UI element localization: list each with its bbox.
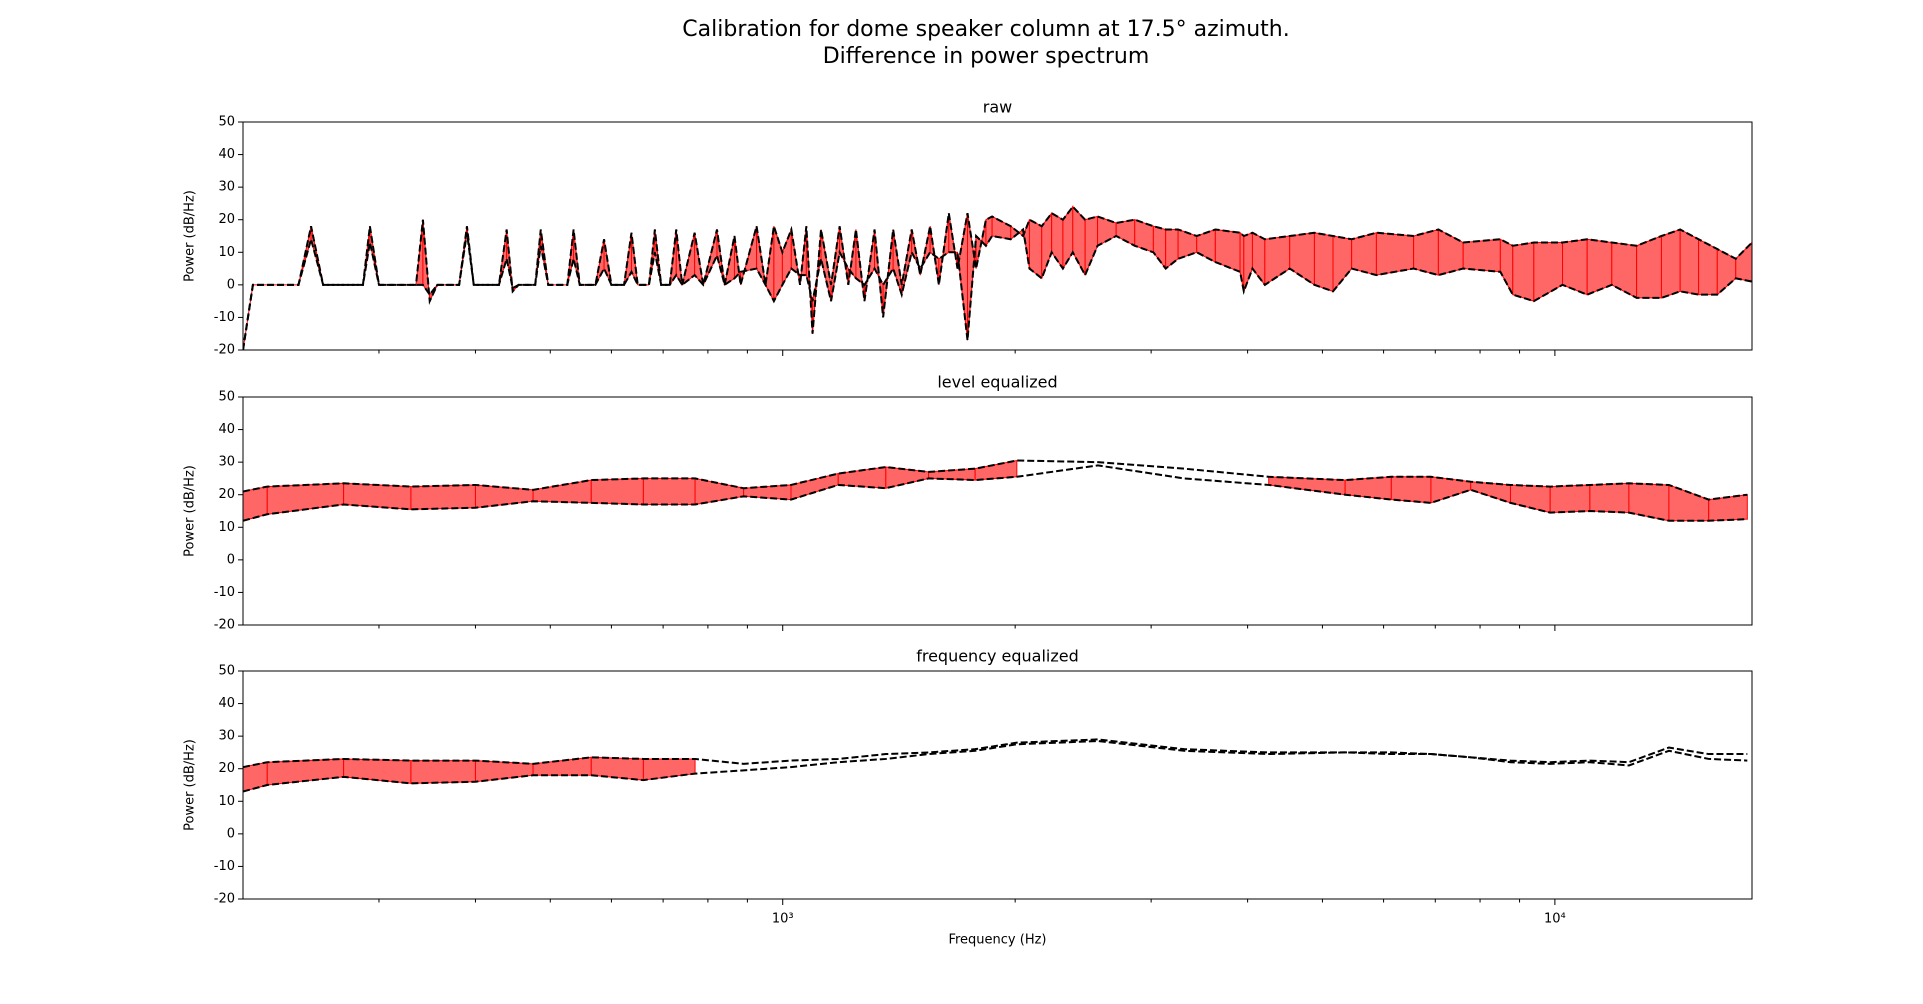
fill-between bbox=[1375, 232, 1415, 276]
series-line bbox=[243, 740, 1748, 793]
fill-between bbox=[410, 484, 476, 510]
fill-between bbox=[956, 213, 968, 341]
fill-between bbox=[948, 213, 958, 269]
fill-between bbox=[1430, 476, 1472, 504]
fill-between bbox=[694, 477, 745, 506]
subplot: -20 -10 0 10 20 30 40 50 raw Power (dB/Hz) bbox=[183, 98, 1753, 358]
y-tick-label: 40 bbox=[218, 147, 235, 162]
y-axis-label: Power (dB/Hz) bbox=[183, 465, 198, 557]
fill-between bbox=[1636, 235, 1662, 299]
fill-between bbox=[1628, 482, 1670, 522]
fill-between bbox=[566, 229, 575, 285]
subplot: -20 -10 0 10 20 30 40 50 level equalized Power (d… bbox=[183, 373, 1753, 633]
axes-frame bbox=[242, 121, 1753, 351]
fill-between bbox=[1177, 228, 1198, 260]
fill-between bbox=[991, 215, 1012, 240]
fill-between bbox=[1549, 484, 1591, 514]
y-tick-label: -20 bbox=[214, 343, 235, 358]
x-tick-label: 10³ bbox=[772, 912, 794, 927]
fill-between bbox=[1390, 476, 1432, 504]
fill-between bbox=[1533, 242, 1564, 302]
y-tick-label: 30 bbox=[218, 180, 235, 195]
axes-frame bbox=[242, 670, 1753, 900]
subplot: -20 -10 0 10 20 30 40 50 10³ 10⁴ frequency equaliz… bbox=[183, 647, 1753, 948]
fill-between bbox=[790, 229, 801, 285]
y-tick-label: 50 bbox=[218, 390, 235, 405]
y-tick-label: 10 bbox=[218, 245, 235, 260]
fill-between bbox=[1413, 228, 1439, 276]
y-axis-label: Power (dB/Hz) bbox=[183, 190, 198, 282]
axes-frame bbox=[242, 396, 1753, 626]
y-tick-label: 40 bbox=[218, 696, 235, 711]
fill-between bbox=[1562, 238, 1588, 296]
x-tick-label: 10⁴ bbox=[1544, 912, 1566, 927]
fill-between bbox=[642, 477, 696, 505]
y-tick-label: 20 bbox=[218, 212, 235, 227]
y-tick-label: 30 bbox=[218, 455, 235, 470]
fill-between bbox=[1735, 241, 1752, 283]
fill-between bbox=[765, 226, 775, 302]
y-tick-label: 0 bbox=[227, 826, 235, 841]
fill-between bbox=[590, 477, 644, 506]
fill-between bbox=[1716, 248, 1737, 296]
series-line bbox=[243, 227, 1752, 350]
fill-between bbox=[1214, 228, 1241, 273]
y-tick-label: 0 bbox=[227, 552, 235, 567]
y-tick-label: -20 bbox=[214, 892, 235, 907]
fill-between bbox=[1668, 484, 1710, 522]
y-tick-label: 10 bbox=[218, 794, 235, 809]
fill-between bbox=[1679, 228, 1700, 296]
fill-between bbox=[1010, 225, 1024, 241]
fill-between bbox=[1611, 241, 1638, 299]
fill-between bbox=[1589, 482, 1630, 514]
y-tick-label: 0 bbox=[227, 277, 235, 292]
fill-between bbox=[1313, 232, 1334, 293]
y-axis-label: Power (dB/Hz) bbox=[183, 739, 198, 831]
figure-subtitle: Difference in power spectrum bbox=[823, 44, 1150, 69]
y-tick-label: -10 bbox=[214, 310, 235, 325]
subplot-title: level equalized bbox=[937, 373, 1057, 392]
y-tick-label: 50 bbox=[218, 115, 235, 130]
y-tick-label: -20 bbox=[214, 618, 235, 633]
fill-between bbox=[532, 479, 592, 504]
fill-between bbox=[1239, 231, 1245, 292]
figure-title: Calibration for dome speaker column at 1… bbox=[682, 17, 1289, 42]
y-tick-label: 50 bbox=[218, 664, 235, 679]
series-line bbox=[243, 459, 1748, 501]
x-axis-label: Frequency (Hz) bbox=[948, 933, 1046, 948]
series-line bbox=[243, 464, 1748, 522]
y-tick-label: 10 bbox=[218, 520, 235, 535]
fill-between bbox=[1152, 225, 1167, 271]
y-tick-label: 20 bbox=[218, 761, 235, 776]
fill-between bbox=[642, 758, 696, 781]
fill-between bbox=[410, 760, 476, 784]
y-tick-label: 40 bbox=[218, 422, 235, 437]
fill-between bbox=[1462, 238, 1501, 273]
y-tick-label: 20 bbox=[218, 487, 235, 502]
fill-between bbox=[1660, 228, 1681, 299]
series-line bbox=[243, 738, 1748, 769]
subplot-title: frequency equalized bbox=[916, 647, 1079, 666]
y-tick-label: 30 bbox=[218, 729, 235, 744]
fill-between bbox=[1332, 235, 1353, 293]
fill-between bbox=[1084, 215, 1099, 276]
y-tick-label: -10 bbox=[214, 585, 235, 600]
fill-between bbox=[1499, 238, 1514, 295]
subplot-title: raw bbox=[983, 98, 1012, 117]
y-tick-label: -10 bbox=[214, 859, 235, 874]
fill-between bbox=[1512, 241, 1535, 302]
